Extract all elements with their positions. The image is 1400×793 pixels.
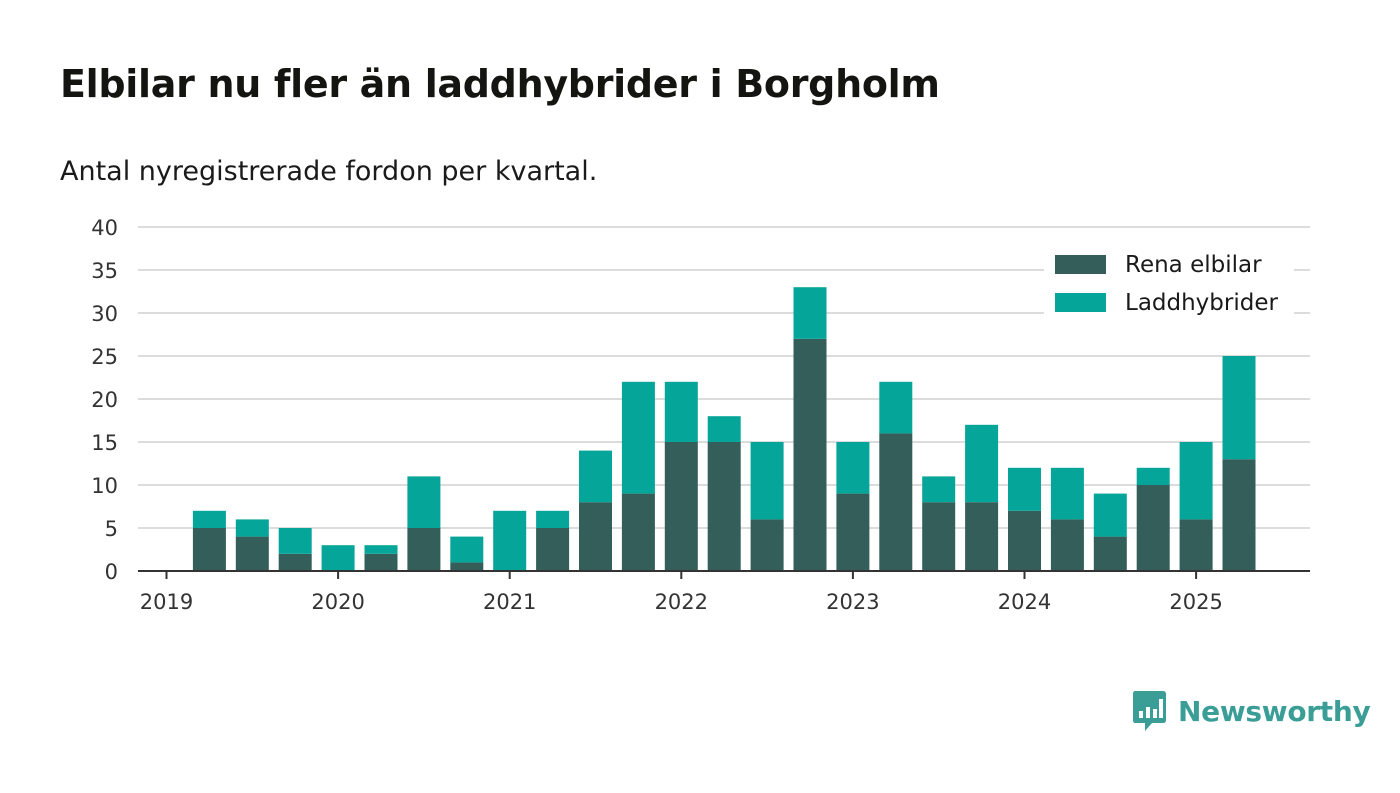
y-tick-label: 25 <box>91 345 118 369</box>
y-tick-label: 30 <box>91 302 118 326</box>
x-axis-ticks: 2019 2020 2021 2022 2023 2024 2025 <box>140 571 1223 614</box>
x-tick-label: 2021 <box>483 590 536 614</box>
bar-laddhybrider <box>278 528 312 554</box>
bar-laddhybrider <box>965 424 999 503</box>
bar-laddhybrider <box>450 536 484 563</box>
bar-rena-elbilar <box>192 528 226 571</box>
bar-laddhybrider <box>621 381 655 494</box>
bar-laddhybrider <box>579 450 612 503</box>
bar-rena-elbilar <box>750 519 784 571</box>
y-tick-label: 10 <box>91 474 118 498</box>
bar-rena-elbilar <box>536 528 570 571</box>
bar-rena-elbilar <box>450 562 484 571</box>
y-tick-label: 5 <box>105 517 118 541</box>
bar-laddhybrider <box>493 510 527 571</box>
x-tick-label: 2019 <box>140 590 193 614</box>
bar-rena-elbilar <box>407 528 441 571</box>
legend: Rena elbilar Laddhybrider <box>1044 244 1294 320</box>
y-axis-ticks: 0 5 10 15 20 25 30 35 40 <box>91 216 118 584</box>
bar-rena-elbilar <box>664 442 698 571</box>
bar-laddhybrider <box>235 519 269 537</box>
speech-bubble-chart-icon <box>1133 691 1166 731</box>
bar-laddhybrider <box>793 287 827 339</box>
bar-laddhybrider <box>321 545 355 571</box>
x-tick-label: 2025 <box>1169 590 1222 614</box>
bar-laddhybrider <box>707 416 741 442</box>
bar-laddhybrider <box>407 476 441 528</box>
bar-rena-elbilar <box>922 502 956 571</box>
bar-laddhybrider <box>192 510 226 528</box>
bar-laddhybrider <box>1008 467 1041 511</box>
bar-laddhybrider <box>836 442 870 494</box>
bar-rena-elbilar <box>1008 510 1041 571</box>
bar-rena-elbilar <box>836 493 870 571</box>
bar-rena-elbilar <box>879 433 913 571</box>
x-tick-label: 2023 <box>826 590 879 614</box>
bar-laddhybrider <box>1093 493 1127 537</box>
bar-rena-elbilar <box>793 338 827 571</box>
y-tick-label: 20 <box>91 388 118 412</box>
brand-name: Newsworthy <box>1178 694 1371 728</box>
y-tick-label: 15 <box>91 431 118 455</box>
chart-subtitle: Antal nyregistrerade fordon per kvartal. <box>60 156 598 187</box>
bar-rena-elbilar <box>1093 536 1127 571</box>
bar-rena-elbilar <box>235 536 269 571</box>
bar-laddhybrider <box>536 510 570 528</box>
legend-label-rena-elbilar: Rena elbilar <box>1125 252 1262 278</box>
bar-laddhybrider <box>750 442 784 520</box>
bar-laddhybrider <box>364 545 398 554</box>
bar-rena-elbilar <box>1222 459 1256 571</box>
y-tick-label: 40 <box>91 216 118 240</box>
newsworthy-logo: Newsworthy <box>1132 690 1371 732</box>
x-tick-label: 2020 <box>311 590 364 614</box>
bar-rena-elbilar <box>965 502 999 571</box>
x-tick-label: 2024 <box>998 590 1051 614</box>
bar-laddhybrider <box>1050 467 1084 520</box>
bar-rena-elbilar <box>1136 485 1170 571</box>
y-tick-label: 0 <box>105 560 118 584</box>
bar-rena-elbilar <box>1050 519 1084 571</box>
bar-laddhybrider <box>922 476 956 503</box>
y-tick-label: 35 <box>91 259 118 283</box>
legend-label-laddhybrider: Laddhybrider <box>1125 290 1278 316</box>
bar-laddhybrider <box>1136 467 1170 485</box>
legend-swatch-laddhybrider <box>1055 293 1106 312</box>
bar-rena-elbilar <box>364 553 398 571</box>
bar-laddhybrider <box>1179 442 1213 520</box>
bars <box>192 287 1256 571</box>
bar-laddhybrider <box>1222 356 1256 460</box>
bar-rena-elbilar <box>707 442 741 571</box>
chart-title: Elbilar nu fler än laddhybrider i Borgho… <box>60 62 940 106</box>
bar-laddhybrider <box>879 381 913 434</box>
legend-swatch-rena-elbilar <box>1055 255 1106 274</box>
bar-rena-elbilar <box>278 553 312 571</box>
bar-laddhybrider <box>664 381 698 442</box>
bar-rena-elbilar <box>621 493 655 571</box>
x-tick-label: 2022 <box>655 590 708 614</box>
bar-rena-elbilar <box>1179 519 1213 571</box>
bar-rena-elbilar <box>579 502 612 571</box>
